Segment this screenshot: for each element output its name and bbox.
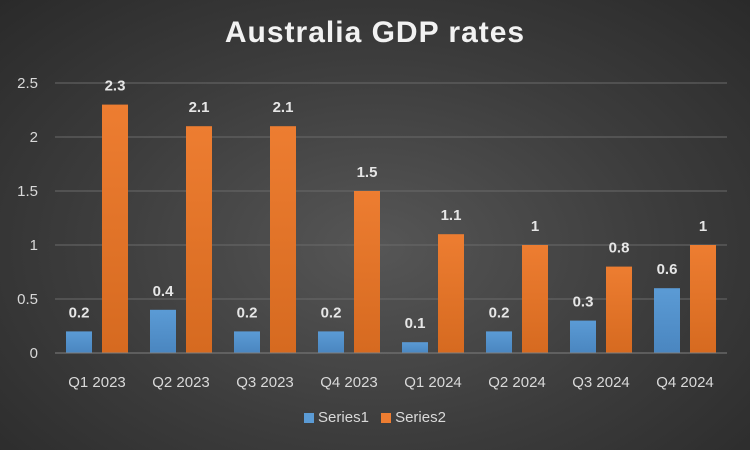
data-label: 1 [531, 218, 539, 235]
bar-series2 [102, 104, 128, 353]
y-tick-label: 0 [30, 345, 38, 362]
data-label: 1.1 [441, 207, 462, 224]
bar-series2 [438, 234, 464, 353]
y-tick-label: 2 [30, 129, 38, 146]
data-label: 0.2 [69, 304, 90, 321]
data-label: 2.1 [189, 99, 210, 116]
bar-series1 [150, 309, 176, 353]
legend-item-series1: Series1 [304, 409, 369, 426]
data-label: 1 [699, 218, 707, 235]
bar-series2 [270, 126, 296, 353]
bar-series2 [690, 245, 716, 353]
bar-series2 [522, 245, 548, 353]
x-tick-label: Q1 2024 [404, 374, 462, 391]
bar-series2 [606, 266, 632, 353]
bar-series1 [486, 331, 512, 353]
bar-series1 [318, 331, 344, 353]
legend-swatch-series2 [381, 412, 392, 423]
x-tick-label: Q4 2024 [656, 374, 714, 391]
data-label: 0.2 [237, 304, 258, 321]
data-label: 0.1 [405, 315, 426, 332]
bar-series1 [66, 331, 92, 353]
bar-series1 [570, 320, 596, 353]
x-tick-label: Q1 2023 [68, 374, 126, 391]
data-label: 2.1 [273, 99, 294, 116]
chart-title: Australia GDP rates [224, 16, 526, 49]
data-label: 0.4 [153, 283, 175, 300]
legend: Series1 Series2 [0, 409, 750, 427]
y-tick-label: 0.5 [17, 291, 38, 308]
x-tick-label: Q2 2024 [488, 374, 546, 391]
data-label: 0.2 [321, 304, 342, 321]
x-tick-label: Q2 2023 [152, 374, 210, 391]
data-label: 0.2 [489, 304, 510, 321]
data-label: 0.3 [573, 294, 594, 311]
y-tick-label: 1 [30, 237, 38, 254]
bar-series2 [354, 191, 380, 353]
data-label: 1.5 [357, 164, 378, 181]
x-tick-label: Q4 2023 [320, 374, 378, 391]
x-tick-label: Q3 2023 [236, 374, 294, 391]
legend-label-series1: Series1 [318, 409, 369, 426]
y-tick-label: 2.5 [17, 75, 38, 92]
y-tick-label: 1.5 [17, 183, 38, 200]
data-label: 0.6 [657, 261, 678, 278]
legend-swatch-series1 [304, 412, 315, 423]
data-label: 0.8 [609, 240, 630, 257]
bar-series1 [402, 342, 428, 353]
bar-series1 [654, 288, 680, 353]
x-tick-label: Q3 2024 [572, 374, 630, 391]
legend-label-series2: Series2 [395, 409, 446, 426]
data-label: 2.3 [105, 78, 126, 95]
bar-series2 [186, 126, 212, 353]
bar-series1 [234, 331, 260, 353]
legend-item-series2: Series2 [381, 409, 446, 426]
